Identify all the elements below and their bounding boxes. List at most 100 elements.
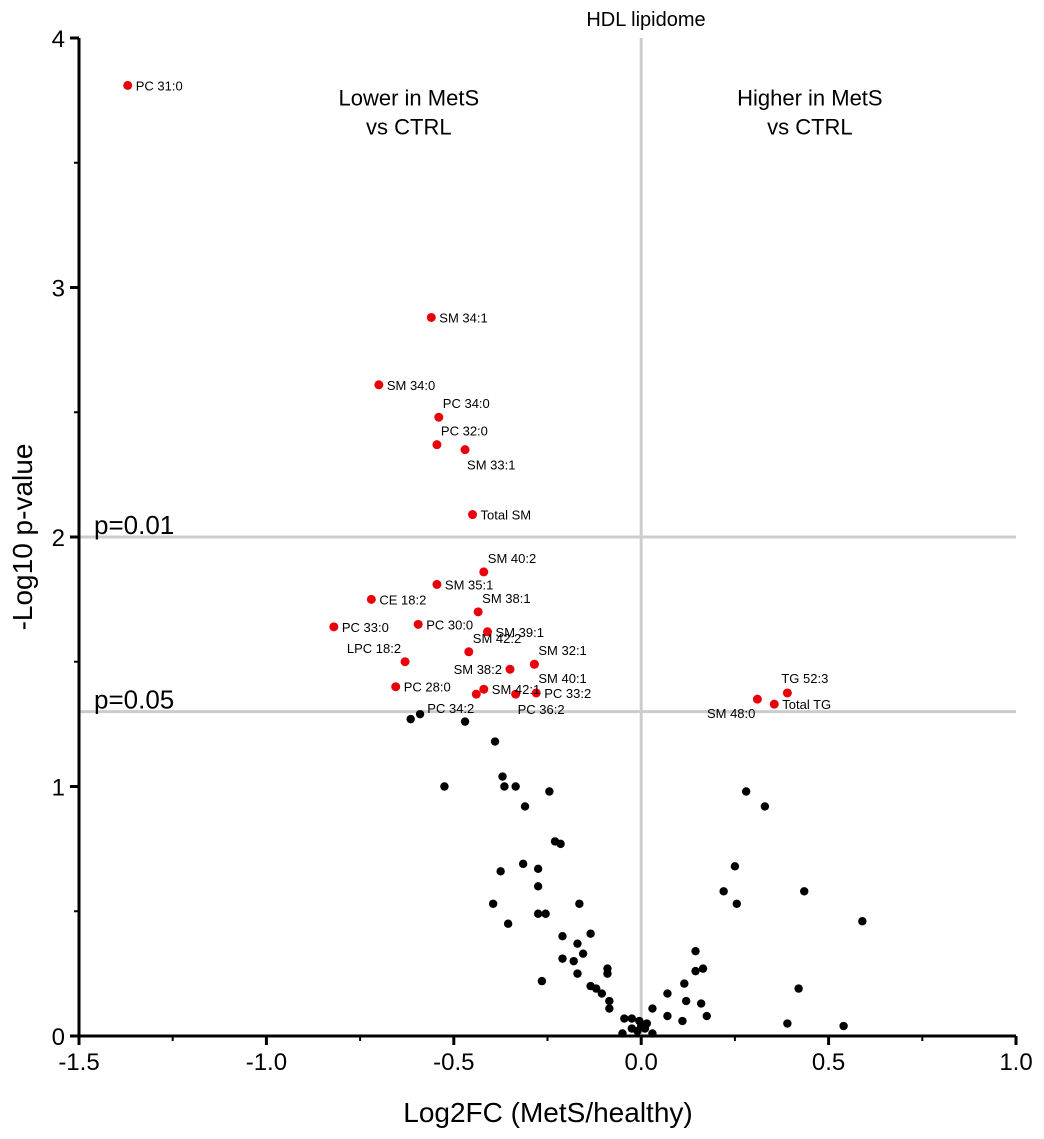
nonsignificant-point	[545, 787, 554, 796]
nonsignificant-point	[648, 1004, 657, 1013]
significant-point	[374, 380, 384, 390]
nonsignificant-point	[696, 999, 706, 1008]
y-axis-title: -Log10 p-value	[7, 444, 38, 631]
significant-point	[432, 440, 442, 450]
significant-point	[366, 594, 376, 604]
nonsignificant-point	[533, 864, 543, 874]
point-label: SM 35:1	[445, 577, 493, 592]
significant-point	[329, 622, 339, 632]
point-label: SM 32:1	[538, 643, 586, 658]
chart-title: HDL lipidome	[586, 9, 705, 31]
nonsignificant-point	[537, 976, 547, 986]
x-tick-label: -1.0	[246, 1049, 287, 1076]
nonsignificant-point	[556, 839, 565, 849]
nonsignificant-point	[605, 996, 614, 1006]
nonsignificant-point	[586, 929, 595, 938]
nonsignificant-point	[488, 899, 498, 908]
nonsignificant-point	[415, 709, 425, 719]
point-label: SM 34:1	[439, 310, 487, 325]
significant-point	[479, 684, 489, 694]
x-tick-label: 1.0	[999, 1049, 1032, 1076]
significant-point	[460, 445, 470, 455]
nonsignificant-point	[605, 1004, 614, 1013]
significant-point	[400, 657, 410, 667]
nonsignificant-point	[569, 956, 578, 966]
point-label: SM 38:1	[482, 591, 530, 606]
nonsignificant-point	[597, 989, 607, 998]
nonsignificant-point	[592, 984, 601, 993]
nonsignificant-point	[573, 939, 582, 948]
point-label: SM 33:1	[467, 458, 515, 473]
nonsignificant-point	[533, 882, 543, 891]
point-label: LPC 18:2	[347, 641, 401, 656]
nonsignificant-point	[573, 969, 582, 978]
nonsignificant-point	[558, 932, 567, 941]
nonsignificant-point	[406, 714, 415, 724]
point-label: PC 32:0	[441, 424, 488, 439]
significant-point	[471, 689, 481, 699]
nonsignificant-point	[783, 1019, 792, 1028]
threshold-label-p005: p=0.05	[94, 685, 174, 715]
significant-point	[769, 699, 779, 709]
y-tick-label: 3	[52, 276, 65, 303]
point-label: SM 40:2	[488, 551, 536, 566]
point-label: SM 34:0	[387, 378, 435, 393]
significant-point	[473, 607, 483, 617]
nonsignificant-point	[500, 782, 509, 791]
nonsignificant-point	[440, 782, 449, 791]
point-label: SM 42:1	[492, 682, 540, 697]
nonsignificant-point	[520, 802, 530, 811]
nonsignificant-point	[741, 787, 751, 796]
significant-point	[531, 688, 541, 698]
significant-point	[529, 659, 539, 669]
significant-point	[483, 627, 493, 637]
nonsignificant-point	[732, 899, 741, 908]
nonsignificant-point	[511, 782, 520, 791]
nonsignificant-point	[533, 909, 543, 918]
nonsignificant-point	[794, 984, 803, 993]
nonsignificant-point	[627, 1014, 637, 1023]
point-label: SM 48:0	[707, 706, 755, 721]
y-tick-label: 2	[52, 525, 65, 552]
nonsignificant-point	[620, 1014, 629, 1023]
nonsignificant-point	[681, 996, 691, 1006]
significant-point	[505, 664, 515, 674]
point-label: PC 28:0	[404, 680, 451, 695]
significant-point	[782, 688, 792, 698]
nonsignificant-point	[800, 887, 809, 896]
nonsignificant-point	[558, 954, 567, 963]
region-label-lower-line1: Lower in MetS	[339, 85, 480, 110]
point-label: Total SM	[481, 508, 532, 523]
significant-point	[391, 682, 401, 692]
nonsignificant-point	[603, 969, 612, 978]
point-label: SM 38:2	[454, 662, 502, 677]
point-label: PC 34:0	[443, 396, 490, 411]
significant-point	[123, 80, 133, 90]
nonsignificant-point	[490, 737, 500, 746]
significant-point	[434, 412, 444, 422]
nonsignificant-point	[858, 917, 867, 926]
nonsignificant-point	[691, 946, 700, 956]
significant-point	[464, 647, 474, 657]
x-tick-label: 0.5	[812, 1049, 845, 1076]
nonsignificant-point	[678, 1016, 687, 1026]
significant-point	[752, 694, 762, 704]
nonsignificant-point	[691, 966, 700, 976]
significant-point	[432, 579, 442, 589]
nonsignificant-point	[663, 989, 672, 998]
point-label: SM 40:1	[538, 671, 586, 686]
region-label-higher-line1: Higher in MetS	[737, 85, 883, 110]
nonsignificant-point	[680, 979, 689, 988]
point-label: Total TG	[782, 697, 831, 712]
significant-point	[426, 312, 436, 322]
point-label: SM 39:1	[496, 625, 544, 640]
y-tick-label: 0	[52, 1024, 65, 1051]
nonsignificant-point	[503, 919, 513, 928]
nonsignificant-point	[702, 1011, 711, 1021]
nonsignificant-point	[760, 802, 770, 811]
y-tick-label: 1	[52, 775, 65, 802]
nonsignificant-point	[460, 717, 470, 726]
threshold-label-p001: p=0.01	[94, 510, 174, 540]
x-tick-label: -1.5	[58, 1049, 99, 1076]
